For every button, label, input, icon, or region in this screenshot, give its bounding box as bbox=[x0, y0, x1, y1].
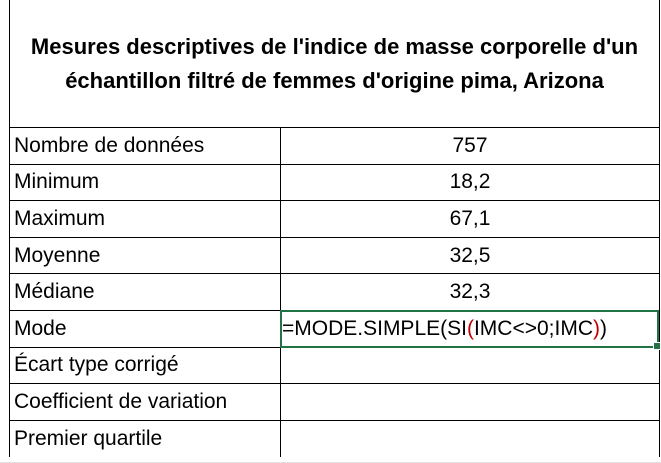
row-label: Maximum bbox=[14, 206, 106, 230]
row-label: Écart type corrigé bbox=[14, 353, 179, 377]
row-label: Moyenne bbox=[14, 243, 101, 267]
formula-part: =MODE.SIMPLE(SI bbox=[282, 316, 467, 340]
formula-paren: ( bbox=[466, 316, 474, 340]
row-value: 757 bbox=[452, 133, 488, 157]
value-cell[interactable]: 757 bbox=[281, 128, 659, 164]
table-title: Mesures descriptives de l'indice de mass… bbox=[30, 33, 639, 93]
label-cell[interactable]: Nombre de données bbox=[10, 128, 281, 164]
row-value: 67,1 bbox=[449, 206, 491, 230]
row-value: 32,5 bbox=[449, 243, 491, 267]
formula-paren: ) bbox=[593, 316, 600, 340]
table-row: Coefficient de variation bbox=[10, 384, 659, 421]
row-value: 18,2 bbox=[449, 170, 491, 194]
table-row: Nombre de données 757 bbox=[10, 128, 659, 165]
label-cell[interactable]: Moyenne bbox=[10, 237, 281, 274]
formula-text[interactable]: =MODE.SIMPLE(SI(IMC<>0;IMC)) bbox=[282, 317, 607, 341]
label-cell[interactable]: Écart type corrigé bbox=[10, 347, 281, 384]
row-label: Nombre de données bbox=[14, 133, 205, 157]
label-cell[interactable]: Coefficient de variation bbox=[10, 384, 281, 420]
row-label: Coefficient de variation bbox=[14, 389, 228, 413]
label-cell[interactable]: Maximum bbox=[10, 201, 281, 237]
value-cell[interactable]: 32,5 bbox=[281, 238, 659, 274]
descriptive-stats-table: Mesures descriptives de l'indice de mass… bbox=[9, 0, 661, 458]
label-cell[interactable]: Premier quartile bbox=[10, 420, 281, 458]
label-cell[interactable]: Minimum bbox=[10, 164, 281, 201]
formula-part: ) bbox=[600, 316, 607, 340]
value-cell[interactable]: 32,3 bbox=[281, 274, 659, 310]
value-cell[interactable] bbox=[281, 348, 659, 384]
formula-part: IMC<>0;IMC bbox=[473, 316, 593, 340]
label-cell[interactable]: Médiane bbox=[10, 274, 281, 310]
table-row: Mode =MODE.SIMPLE(SI(IMC<>0;IMC)) bbox=[10, 309, 661, 350]
value-cell[interactable]: 67,1 bbox=[281, 201, 659, 237]
row-label: Mode bbox=[14, 316, 67, 340]
table-row: Médiane 32,3 bbox=[10, 274, 659, 311]
table-title-cell[interactable]: Mesures descriptives de l'indice de mass… bbox=[10, 0, 659, 128]
table-row: Minimum 18,2 bbox=[10, 164, 659, 202]
value-cell[interactable] bbox=[281, 421, 659, 458]
row-value: 32,3 bbox=[449, 280, 491, 304]
table-row: Moyenne 32,5 bbox=[10, 237, 659, 275]
active-cell-formula[interactable]: =MODE.SIMPLE(SI(IMC<>0;IMC)) bbox=[280, 309, 661, 350]
row-label: Minimum bbox=[14, 170, 100, 194]
row-label: Premier quartile bbox=[14, 427, 163, 451]
label-cell[interactable]: Mode bbox=[10, 310, 281, 347]
table-row: Premier quartile bbox=[10, 420, 659, 458]
value-cell[interactable] bbox=[281, 384, 659, 420]
value-cell[interactable]: 18,2 bbox=[281, 165, 659, 201]
table-row: Maximum 67,1 bbox=[10, 201, 659, 238]
table-row: Écart type corrigé bbox=[10, 347, 659, 385]
row-label: Médiane bbox=[14, 280, 95, 304]
